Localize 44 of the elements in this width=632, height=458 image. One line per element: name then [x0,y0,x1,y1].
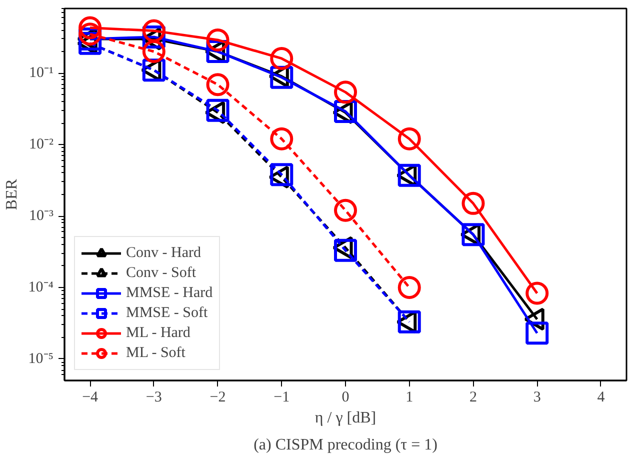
y-axis-title: BER [3,178,20,210]
y-tick-label: 10⁻⁵ [28,350,54,367]
point [526,282,549,305]
point [398,127,421,150]
y-tick-label: 10⁻⁴ [28,280,54,296]
legend-label: ML - Hard [126,324,190,342]
x-tick-label: 4 [597,390,606,406]
point [334,238,357,262]
y-tick-label: 10⁻¹ [29,65,54,82]
point [398,276,421,299]
point [142,19,166,42]
x-axis-title: η / γ [dB] [314,410,376,426]
text: (a) CISPM precoding (τ = 1) [254,436,438,454]
point [398,310,421,334]
legend-label: ML - Soft [126,344,186,362]
legend-label: MMSE - Hard [126,284,213,302]
x-tick-label: −3 [146,390,162,406]
point [206,98,230,122]
point [78,16,102,40]
x-tick-label: 3 [533,390,541,406]
point [142,40,166,64]
point [270,163,294,186]
point [334,80,357,104]
legend-label: Conv - Hard [126,244,201,262]
y-tick-label: 10⁻² [29,136,54,153]
point [398,164,421,187]
point [270,127,294,150]
x-tick-label: 0 [342,390,350,406]
point [206,28,230,52]
point [526,322,549,345]
x-tick-label: 1 [406,390,414,406]
point [270,46,294,70]
y-tick-label: 10⁻³ [29,208,54,224]
point [206,73,230,96]
legend-label: Conv - Soft [126,264,196,282]
point [334,198,357,222]
x-tick-label: 2 [469,390,477,406]
point [462,192,485,215]
point [78,22,102,46]
x-tick-label: −2 [210,390,226,406]
x-tick-label: −1 [274,390,290,406]
point [462,223,485,246]
x-tick-label: −4 [82,390,99,406]
legend-label: MMSE - Soft [126,304,208,322]
